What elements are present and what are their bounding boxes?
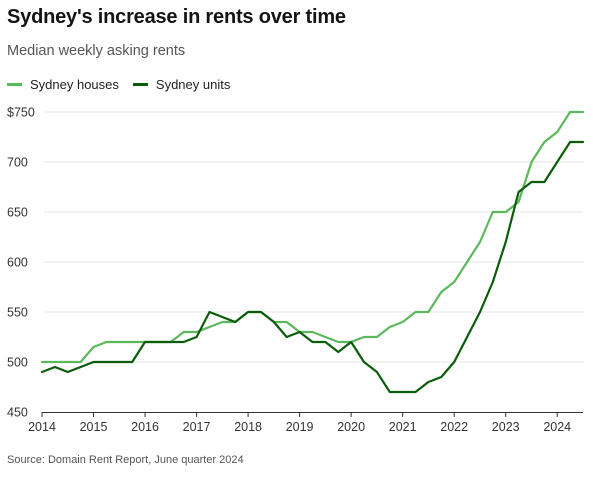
x-tick-label: 2021: [389, 420, 417, 434]
y-tick-label: 500: [7, 356, 28, 370]
y-tick-label: 650: [7, 206, 28, 220]
x-tick-label: 2018: [234, 420, 262, 434]
series-line-houses: [40, 110, 585, 364]
legend-swatch-houses: [7, 83, 22, 86]
legend-label-houses: Sydney houses: [30, 77, 119, 92]
chart-title: Sydney's increase in rents over time: [7, 6, 346, 28]
legend-label-units: Sydney units: [155, 77, 231, 92]
x-tick-label: 2024: [543, 420, 571, 434]
y-tick-label: 450: [7, 406, 28, 420]
x-tick-label: 2016: [131, 420, 159, 434]
series-line-units: [40, 140, 585, 394]
legend-swatch-units: [132, 83, 148, 86]
chart-legend: Sydney houses Sydney units: [7, 77, 244, 92]
y-tick-label: $750: [7, 106, 35, 120]
legend-item-houses: Sydney houses: [7, 77, 119, 92]
x-tick-label: 2014: [28, 420, 56, 434]
source-note: Source: Domain Rent Report, June quarter…: [7, 454, 244, 466]
x-tick-label: 2017: [183, 420, 211, 434]
x-tick-label: 2023: [492, 420, 520, 434]
x-tick-label: 2022: [440, 420, 468, 434]
y-tick-label: 600: [7, 256, 28, 270]
legend-item-units: Sydney units: [132, 77, 231, 92]
x-tick-label: 2020: [337, 420, 365, 434]
y-tick-label: 550: [7, 306, 28, 320]
x-tick-label: 2019: [286, 420, 314, 434]
chart-subtitle: Median weekly asking rents: [7, 43, 186, 59]
y-tick-label: 700: [7, 156, 28, 170]
x-tick-label: 2015: [80, 420, 108, 434]
